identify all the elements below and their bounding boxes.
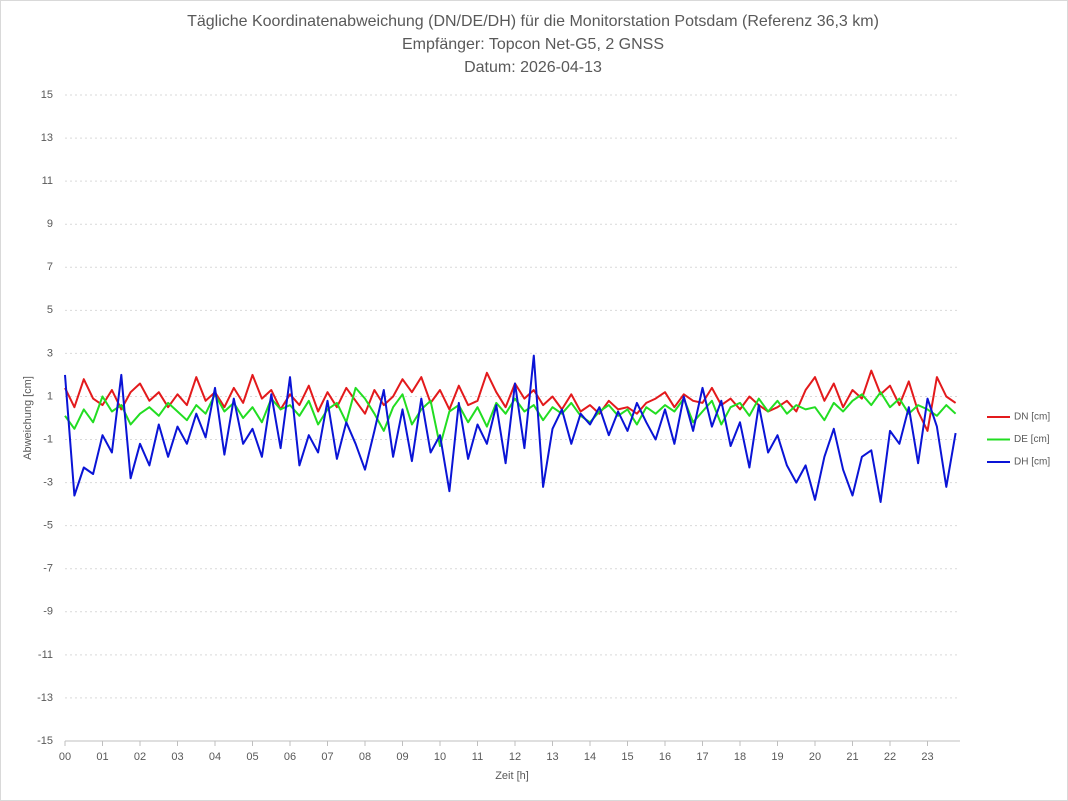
- y-tick-label: -11: [38, 649, 53, 661]
- x-axis-label: Zeit [h]: [495, 770, 529, 782]
- x-tick-label: 04: [209, 751, 221, 763]
- y-tick-label: 5: [47, 304, 53, 316]
- y-axis-label: Abweichung [cm]: [22, 376, 34, 460]
- y-tick-label: 13: [41, 132, 53, 144]
- x-tick-label: 03: [171, 751, 183, 763]
- y-tick-label: 3: [47, 347, 53, 359]
- x-tick-label: 09: [396, 751, 408, 763]
- chart-date: Datum: 2026-04-13: [464, 59, 602, 76]
- y-tick-label: -1: [43, 433, 53, 445]
- x-tick-label: 23: [921, 751, 933, 763]
- x-tick-label: 00: [59, 751, 71, 763]
- x-tick-label: 10: [434, 751, 446, 763]
- x-tick-label: 07: [321, 751, 333, 763]
- x-tick-label: 22: [884, 751, 896, 763]
- x-tick-label: 02: [134, 751, 146, 763]
- x-tick-label: 15: [621, 751, 633, 763]
- x-tick-label: 20: [809, 751, 821, 763]
- y-tick-label: -13: [37, 692, 53, 704]
- legend-label: DE [cm]: [1014, 434, 1050, 445]
- x-tick-label: 06: [284, 751, 296, 763]
- y-tick-label: 7: [47, 261, 53, 273]
- y-tick-label: -15: [37, 735, 53, 747]
- y-tick-label: 15: [41, 89, 53, 101]
- y-tick-label: -3: [43, 477, 53, 489]
- legend-label: DN [cm]: [1014, 412, 1050, 423]
- chart-subtitle: Empfänger: Topcon Net-G5, 2 GNSS: [402, 36, 664, 53]
- x-tick-label: 13: [546, 751, 558, 763]
- series-line: [64, 354, 957, 503]
- y-tick-label: -9: [43, 606, 53, 618]
- x-tick-label: 17: [696, 751, 708, 763]
- x-tick-label: 18: [734, 751, 746, 763]
- x-tick-label: 19: [771, 751, 783, 763]
- y-tick-label: 1: [47, 390, 53, 402]
- y-tick-label: 11: [42, 175, 53, 187]
- y-tick-label: -5: [43, 520, 53, 532]
- x-tick-label: 08: [359, 751, 371, 763]
- chart-title: Tägliche Koordinatenabweichung (DN/DE/DH…: [187, 13, 879, 30]
- x-tick-label: 01: [96, 751, 108, 763]
- x-tick-label: 11: [472, 751, 483, 763]
- x-tick-label: 16: [659, 751, 671, 763]
- y-tick-label: 9: [47, 218, 53, 230]
- x-tick-label: 14: [584, 751, 596, 763]
- y-tick-label: -7: [43, 563, 53, 575]
- x-tick-label: 12: [509, 751, 521, 763]
- legend-label: DH [cm]: [1014, 457, 1050, 468]
- x-tick-label: 21: [846, 751, 858, 763]
- x-tick-label: 05: [246, 751, 258, 763]
